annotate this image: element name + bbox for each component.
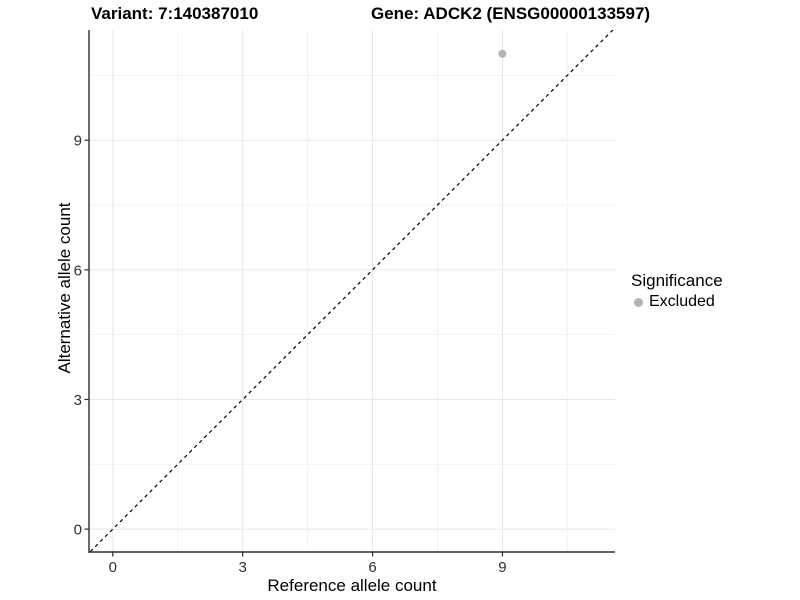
legend-item-label: Excluded bbox=[649, 293, 715, 310]
data-points bbox=[498, 49, 507, 58]
grid-minor bbox=[89, 30, 615, 552]
svg-text:9: 9 bbox=[74, 133, 82, 150]
identity-reference-line bbox=[89, 30, 614, 552]
y-axis-title: Alternative allele count bbox=[55, 202, 74, 374]
plot-title-gene: Gene: ADCK2 (ENSG00000133597) bbox=[371, 4, 651, 23]
x-tick-labels: 0 3 6 9 bbox=[109, 559, 507, 576]
grid-major bbox=[89, 30, 615, 552]
excluded-point-swatch-icon bbox=[634, 297, 643, 307]
svg-text:0: 0 bbox=[74, 522, 82, 539]
legend-title: Significance bbox=[631, 271, 723, 290]
legend-item-excluded: Excluded bbox=[634, 293, 723, 311]
axis-lines bbox=[88, 30, 615, 553]
y-tick-labels: 0 3 6 9 bbox=[74, 133, 82, 539]
svg-text:9: 9 bbox=[498, 559, 506, 576]
svg-text:3: 3 bbox=[239, 559, 247, 576]
svg-text:6: 6 bbox=[368, 559, 376, 576]
legend: Significance Excluded bbox=[631, 271, 723, 311]
svg-text:0: 0 bbox=[109, 559, 117, 576]
axis-ticks bbox=[84, 139, 504, 557]
svg-text:3: 3 bbox=[74, 392, 82, 409]
x-axis-title: Reference allele count bbox=[267, 576, 437, 595]
plot-title-variant: Variant: 7:140387010 bbox=[91, 4, 259, 23]
data-point bbox=[498, 49, 507, 58]
svg-text:6: 6 bbox=[74, 262, 82, 279]
